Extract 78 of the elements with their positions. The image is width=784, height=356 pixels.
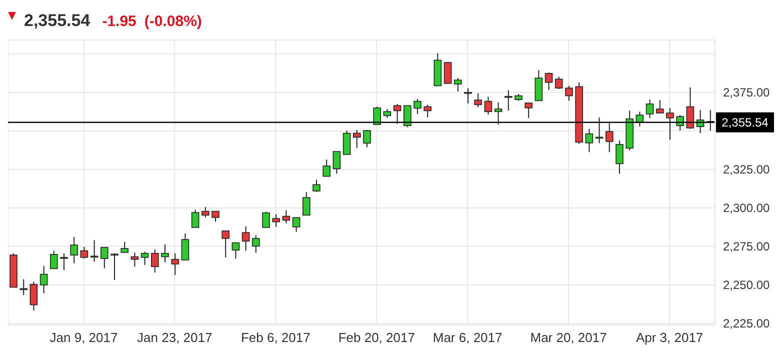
candlestick — [212, 210, 220, 222]
candlestick — [606, 122, 614, 153]
candlestick — [312, 179, 320, 193]
y-tick-label: 2,375.00 — [723, 86, 770, 100]
candlestick — [616, 140, 624, 174]
candlestick — [140, 251, 149, 266]
candlestick — [120, 241, 128, 253]
x-tick-label: Jan 23, 2017 — [137, 330, 212, 346]
candlestick — [444, 62, 452, 85]
candlestick — [666, 107, 674, 140]
text: -1.95 — [102, 12, 136, 30]
candlestick — [161, 244, 169, 263]
candlestick — [464, 88, 472, 104]
text: (-0.08%) — [144, 12, 202, 30]
candlestick — [222, 230, 230, 258]
candlestick — [292, 217, 300, 232]
candlestick — [342, 130, 351, 155]
candlestick — [414, 98, 422, 114]
candlestick — [534, 70, 543, 102]
candlestick — [504, 90, 512, 112]
x-tick-label: Jan 9, 2017 — [50, 330, 118, 346]
candlestick — [636, 111, 644, 128]
candlestick — [40, 265, 48, 294]
candlestick — [100, 246, 108, 269]
candlestick — [110, 252, 118, 281]
candlestick — [373, 106, 381, 126]
x-tick-label: Mar 6, 2017 — [432, 330, 502, 346]
x-tick-label: Feb 20, 2017 — [338, 330, 415, 346]
candlestick — [50, 250, 58, 270]
candlestick — [494, 102, 502, 126]
text: 2,355.54 — [24, 11, 90, 31]
candlestick — [171, 252, 179, 276]
candlestick — [181, 232, 190, 260]
candlestick — [80, 246, 88, 259]
candlestick — [332, 151, 341, 174]
candlestick — [90, 240, 98, 262]
y-tick-label: 2,325.00 — [723, 162, 770, 177]
y-tick-label: 2,300.00 — [723, 201, 770, 216]
candlestick — [191, 209, 200, 228]
x-tick-label: Apr 3, 2017 — [636, 330, 704, 346]
candlestick — [262, 211, 270, 228]
candlestick — [242, 226, 250, 252]
candlestick — [282, 210, 290, 224]
candlestick — [484, 96, 492, 116]
candlestick — [363, 129, 371, 148]
x-tick-label: Mar 20, 2017 — [530, 330, 607, 346]
candlestick — [565, 85, 573, 102]
candlestick — [676, 114, 684, 132]
candlestick — [353, 129, 361, 149]
candlestick — [646, 99, 654, 118]
candlestick — [60, 252, 68, 271]
ref-line-label: 2,355.54 — [722, 115, 769, 130]
candlestick — [20, 278, 28, 296]
candlestick — [232, 242, 240, 259]
candlestick — [322, 159, 330, 177]
candlestick — [130, 252, 139, 268]
candlestick — [585, 128, 594, 153]
y-tick-label: 2,225.00 — [723, 316, 770, 331]
candlestick — [252, 234, 260, 254]
candlestick — [424, 104, 432, 118]
candlestick — [302, 192, 310, 216]
candlestick — [202, 206, 210, 218]
candlestick — [151, 249, 159, 274]
y-tick-label: 2,250.00 — [723, 278, 770, 292]
candlestick — [555, 76, 563, 90]
candlestick — [656, 100, 664, 114]
candlestick — [454, 78, 462, 92]
y-tick-label: 2,275.00 — [723, 240, 770, 254]
candlestick — [544, 72, 553, 91]
candlestick — [272, 214, 280, 228]
candlestick — [393, 103, 402, 124]
candlestick — [524, 102, 532, 118]
candlestick — [474, 92, 482, 108]
candlestick — [686, 86, 694, 130]
candlestick — [30, 281, 38, 312]
x-tick-label: Feb 6, 2017 — [240, 330, 310, 346]
candlestick — [70, 236, 78, 264]
candlestick — [404, 105, 412, 128]
